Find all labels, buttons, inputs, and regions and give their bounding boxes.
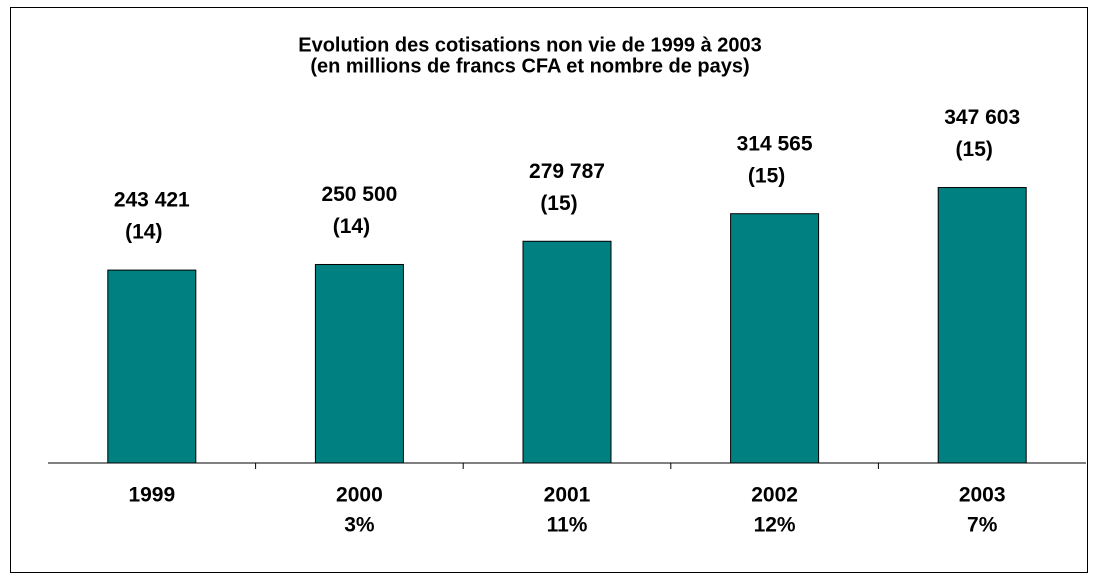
bar (522, 240, 612, 464)
value-label: 279 787 (529, 160, 605, 183)
country-label: (15) (540, 192, 577, 215)
x-tick-label: 2000 (336, 484, 383, 507)
chart-subtitle: (en millions de francs CFA et nombre de … (310, 55, 749, 77)
country-label: (14) (125, 221, 162, 244)
x-tick-label: 2002 (751, 484, 798, 507)
growth-label: 3% (344, 514, 375, 537)
bar (730, 213, 820, 464)
bar (937, 187, 1027, 464)
value-label: 314 565 (737, 132, 813, 155)
growth-label: 11% (547, 514, 588, 537)
x-tick-label: 1999 (128, 484, 175, 507)
chart-title: Evolution des cotisations non vie de 199… (298, 34, 762, 56)
value-label: 243 421 (114, 189, 190, 212)
bar (314, 263, 404, 464)
x-tick-label: 2003 (959, 484, 1006, 507)
country-label: (15) (748, 164, 785, 187)
country-label: (14) (333, 215, 370, 238)
bar (107, 269, 197, 464)
country-label: (15) (956, 138, 993, 161)
growth-label: 12% (754, 514, 796, 537)
growth-label: 7% (967, 514, 998, 537)
value-label: 250 500 (321, 183, 397, 206)
x-tick-label: 2001 (544, 484, 591, 507)
value-label: 347 603 (944, 106, 1020, 129)
